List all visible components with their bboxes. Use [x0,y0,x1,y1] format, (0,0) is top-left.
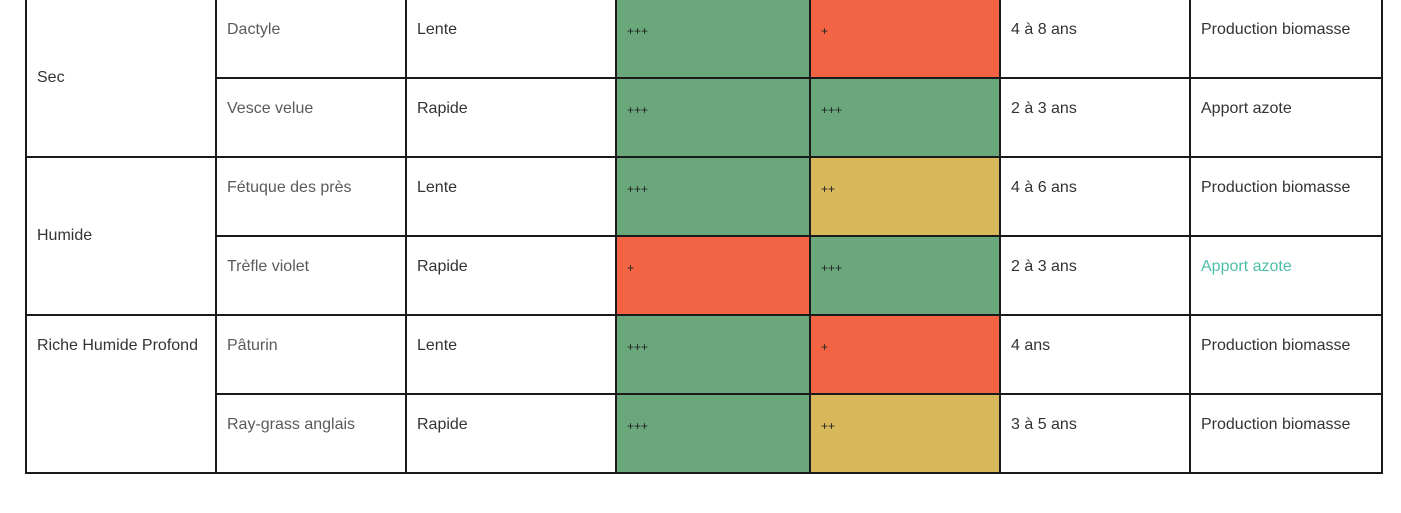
table-body: Sec Dactyle Lente +++ + 4 à 8 ans Produc… [25,0,1383,474]
species-cell: Pâturin [215,314,407,395]
species-cell: Vesce velue [215,77,407,158]
score-a-cell: +++ [615,77,811,158]
table-row: Sec Dactyle Lente +++ + 4 à 8 ans Produc… [25,0,1383,158]
species-cell: Ray-grass anglais [215,393,407,474]
score-a-cell: +++ [615,156,811,237]
table-row: Vesce velue Rapide +++ +++ 2 à 3 ans App… [26,77,1383,158]
score-b-cell: ++ [809,156,1001,237]
table-row: Riche Humide Profond Pâturin Lente +++ +… [25,314,1383,474]
score-b-cell: +++ [809,77,1001,158]
growth-speed-cell: Lente [405,156,617,237]
score-b-cell: + [809,314,1001,395]
use-cell: Production biomasse [1189,314,1383,395]
soil-type-cell: Humide [25,156,217,316]
duration-cell: 4 à 6 ans [999,156,1191,237]
duration-cell: 3 à 5 ans [999,393,1191,474]
use-cell: Production biomasse [1189,156,1383,237]
use-link[interactable]: Apport azote [1189,235,1383,316]
table-row: Humide Fétuque des près Lente +++ ++ 4 à… [25,156,1383,316]
species-cell: Fétuque des près [215,156,407,237]
growth-speed-cell: Rapide [405,77,617,158]
soil-type-cell: Sec [25,0,217,158]
table-row: Trèfle violet Rapide + +++ 2 à 3 ans App… [26,235,1383,316]
score-b-cell: +++ [809,235,1001,316]
soil-type-cell: Riche Humide Profond [25,314,217,474]
use-cell: Production biomasse [1189,0,1383,79]
score-a-cell: +++ [615,314,811,395]
species-table: Sec Dactyle Lente +++ + 4 à 8 ans Produc… [25,0,1383,474]
score-b-cell: ++ [809,393,1001,474]
score-a-cell: +++ [615,0,811,79]
growth-speed-cell: Lente [405,314,617,395]
duration-cell: 4 ans [999,314,1191,395]
species-cell: Dactyle [215,0,407,79]
score-a-cell: +++ [615,393,811,474]
growth-speed-cell: Rapide [405,235,617,316]
score-b-cell: + [809,0,1001,79]
species-cell: Trèfle violet [215,235,407,316]
score-a-cell: + [615,235,811,316]
table-row: Ray-grass anglais Rapide +++ ++ 3 à 5 an… [26,393,1383,474]
growth-speed-cell: Lente [405,0,617,79]
use-cell: Production biomasse [1189,393,1383,474]
use-cell: Apport azote [1189,77,1383,158]
growth-speed-cell: Rapide [405,393,617,474]
duration-cell: 4 à 8 ans [999,0,1191,79]
duration-cell: 2 à 3 ans [999,235,1191,316]
duration-cell: 2 à 3 ans [999,77,1191,158]
